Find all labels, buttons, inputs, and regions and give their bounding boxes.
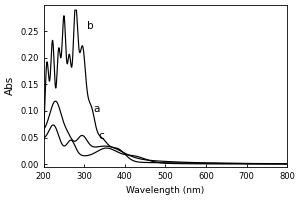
Text: a: a bbox=[93, 104, 100, 114]
Text: b: b bbox=[88, 21, 94, 31]
X-axis label: Wavelength (nm): Wavelength (nm) bbox=[126, 186, 205, 195]
Y-axis label: Abs: Abs bbox=[5, 76, 15, 95]
Text: c: c bbox=[98, 131, 104, 141]
